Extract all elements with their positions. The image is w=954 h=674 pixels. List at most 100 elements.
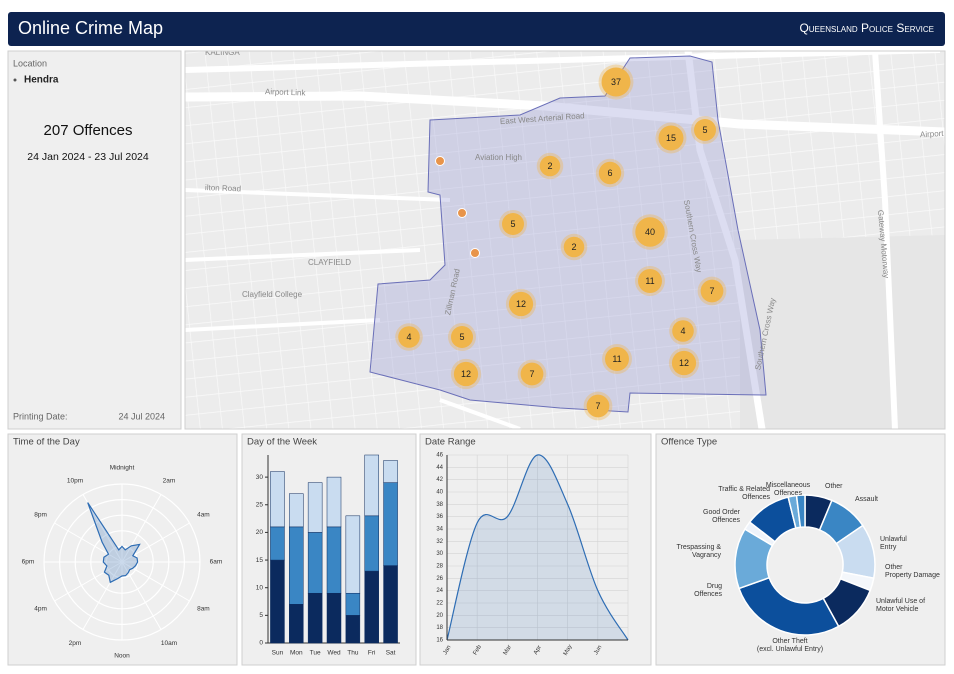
slice-label: Other Theft (excl. Unlawful Entry) <box>756 638 824 653</box>
spoke <box>121 494 162 563</box>
panel <box>419 433 652 666</box>
x-tick-label: Wed <box>327 650 341 657</box>
road <box>872 51 898 429</box>
cluster[interactable] <box>671 350 697 376</box>
angle-label: 10am <box>161 640 177 647</box>
cluster-count: 12 <box>461 369 471 379</box>
x-tick-label: Thu <box>347 650 359 657</box>
slice-label: Miscellaneous Offences <box>765 482 811 497</box>
organisation: Queensland Police Service <box>799 21 934 35</box>
cluster[interactable] <box>450 325 474 349</box>
road <box>185 51 941 73</box>
cluster-count: 37 <box>611 77 621 87</box>
map-frame <box>184 50 946 430</box>
cluster[interactable] <box>700 279 724 303</box>
cluster-count: 15 <box>666 133 676 143</box>
slice-label: Drug Offences <box>694 583 722 598</box>
cluster[interactable] <box>601 67 631 97</box>
cluster-count: 12 <box>516 299 526 309</box>
cluster[interactable] <box>605 347 629 371</box>
bar-segment <box>345 515 361 594</box>
location-label: Location <box>13 58 47 68</box>
cluster-count: 7 <box>529 369 534 379</box>
cluster[interactable] <box>520 362 544 386</box>
bar-segment <box>270 526 285 561</box>
y-tick-label: 10 <box>256 584 264 591</box>
cluster[interactable] <box>501 212 525 236</box>
angle-label: 4pm <box>34 606 47 613</box>
street-label: Aviation High <box>475 153 522 162</box>
angle-label: 4am <box>197 512 210 519</box>
y-tick-label: 34 <box>436 527 443 533</box>
bar-segment <box>364 570 379 644</box>
street-label: CLAYFIELD <box>308 258 351 267</box>
cluster[interactable] <box>598 161 622 185</box>
angle-label: 2am <box>163 477 176 484</box>
bar-segment <box>289 604 304 644</box>
y-tick-label: 16 <box>436 638 443 644</box>
bar-segment <box>270 471 285 528</box>
app-title: Online Crime Map <box>18 18 163 38</box>
cluster-count: 2 <box>571 242 576 252</box>
angle-label: 8am <box>197 606 210 613</box>
panel-title: Day of the Week <box>247 437 317 448</box>
bar-segment <box>364 454 379 517</box>
bar-segment <box>364 515 379 572</box>
cluster[interactable] <box>672 320 694 342</box>
offence-marker <box>457 208 467 218</box>
cluster[interactable] <box>508 291 534 317</box>
x-tick-label: Apr <box>533 645 543 656</box>
y-tick-label: 20 <box>256 529 264 536</box>
sidebar <box>7 50 182 430</box>
street-label: Airport Drive <box>920 128 954 139</box>
cluster[interactable] <box>586 394 610 418</box>
bar-segment <box>326 476 342 528</box>
panel-title: Time of the Day <box>13 437 80 448</box>
bar-segment <box>383 460 398 483</box>
cluster[interactable] <box>453 361 479 387</box>
panel <box>655 433 946 666</box>
cluster[interactable] <box>635 217 665 247</box>
street-label: KALINGA <box>205 48 240 57</box>
cluster-count: 7 <box>595 401 600 411</box>
cluster-count: 5 <box>510 219 515 229</box>
cluster[interactable] <box>563 236 585 258</box>
y-tick-label: 5 <box>259 612 263 619</box>
spoke <box>54 522 123 563</box>
slice-label: Other Property Damage <box>885 564 940 579</box>
printing-date: 24 Jul 2024 <box>118 411 165 421</box>
y-tick-label: 44 <box>436 465 443 471</box>
x-tick-label: Mar <box>503 644 513 656</box>
cluster[interactable] <box>638 269 662 293</box>
cluster[interactable] <box>539 155 561 177</box>
spoke <box>54 561 123 602</box>
x-tick-label: Fri <box>368 650 376 657</box>
road <box>684 51 766 429</box>
y-tick-label: 36 <box>436 514 443 520</box>
slice-label: Good Order Offences <box>703 509 740 524</box>
cluster[interactable] <box>398 326 420 348</box>
angle-label: 10pm <box>67 477 83 484</box>
street-label: ilton Road <box>205 183 241 193</box>
y-tick-label: 0 <box>259 640 263 647</box>
cluster-count: 11 <box>612 354 621 364</box>
radar-area <box>87 502 141 584</box>
angle-label: 2pm <box>69 640 82 647</box>
panel-title: Date Range <box>425 437 476 448</box>
location: Hendra <box>24 75 59 86</box>
bar-segment <box>289 526 304 605</box>
y-tick-label: 42 <box>436 477 443 483</box>
angle-label: Noon <box>114 653 130 660</box>
offence-marker <box>435 156 445 166</box>
road <box>185 188 521 429</box>
street-label: Airport Link <box>265 87 307 97</box>
y-tick-label: 18 <box>436 625 443 631</box>
cluster[interactable] <box>658 125 684 151</box>
slice-label: Traffic & Related Offences <box>718 486 770 501</box>
slice-label: Unlawful Use of Motor Vehicle <box>876 598 926 613</box>
cluster[interactable] <box>693 118 717 142</box>
bar-segment <box>326 592 342 644</box>
y-tick-label: 38 <box>436 502 443 508</box>
